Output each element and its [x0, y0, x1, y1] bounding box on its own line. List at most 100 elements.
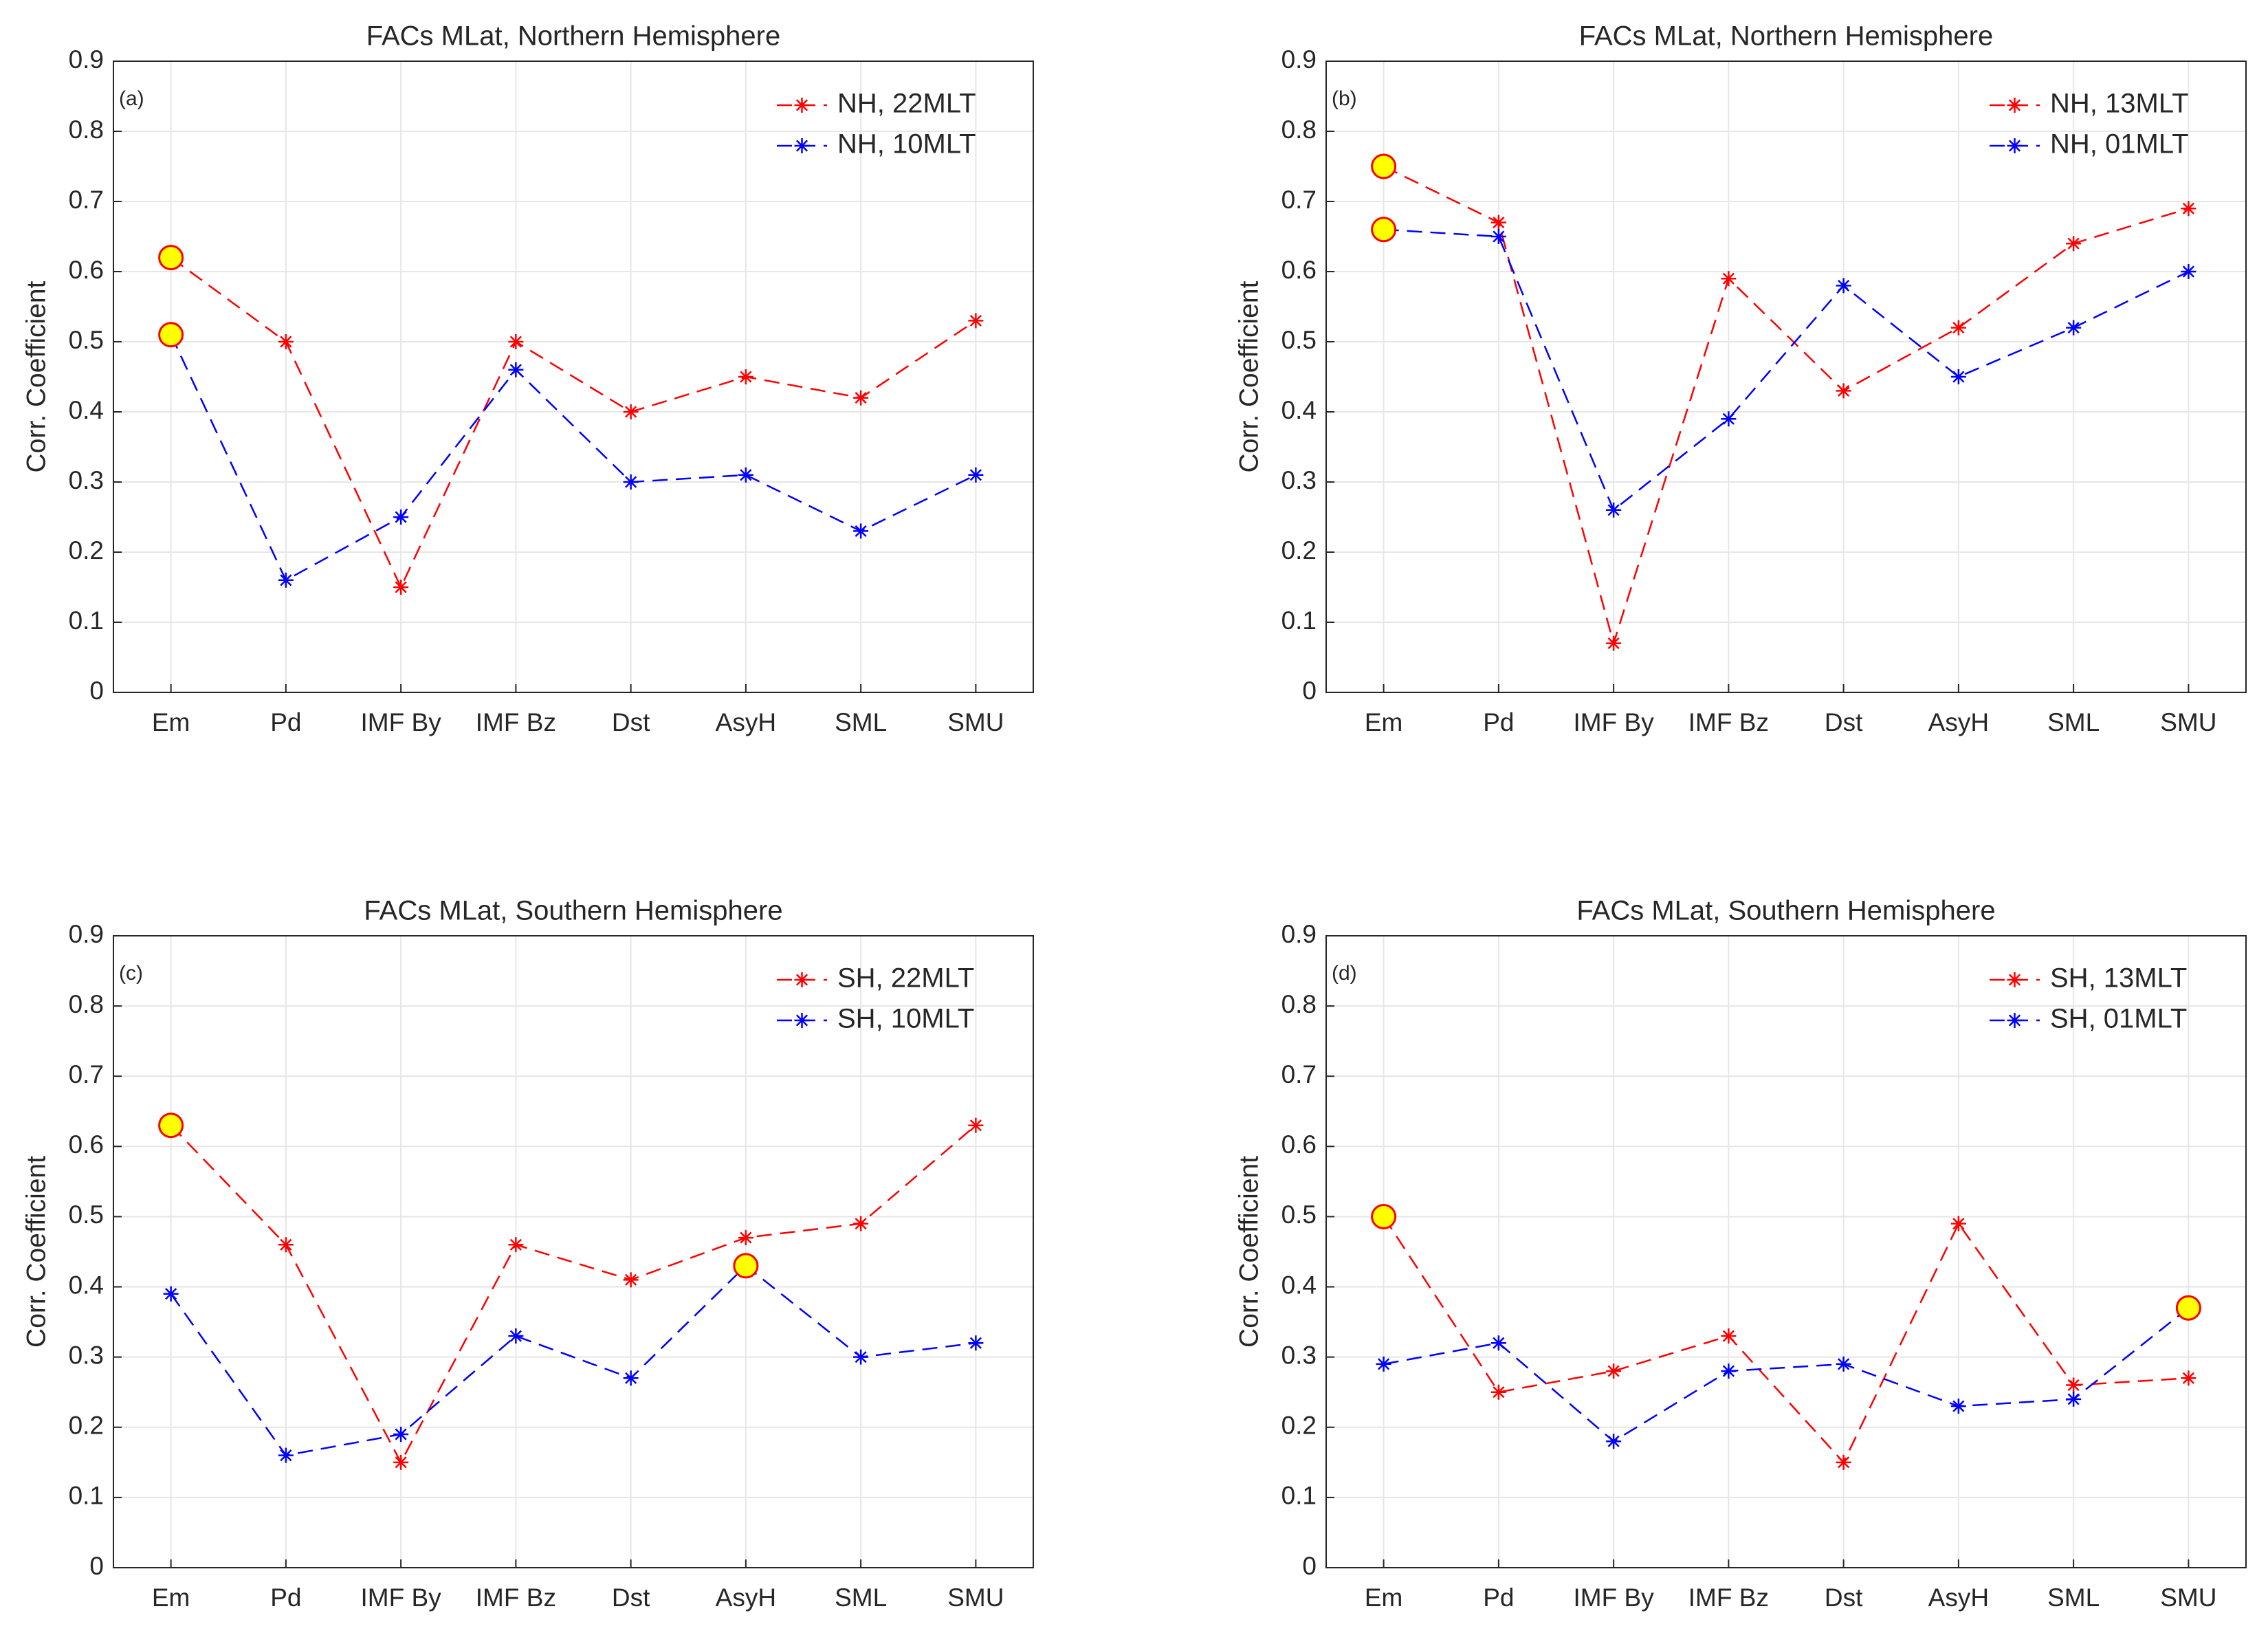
- data-point: [1721, 271, 1737, 287]
- y-tick-label: 0.2: [69, 536, 104, 565]
- x-tick-label: IMF By: [361, 1583, 442, 1612]
- data-point: [1376, 1356, 1391, 1372]
- data-point: [393, 1454, 409, 1470]
- x-tick-label: SMU: [947, 708, 1004, 736]
- y-tick-label: 0.6: [1281, 256, 1317, 284]
- x-tick-label: AsyH: [716, 708, 776, 736]
- x-tick-label: Em: [1365, 1583, 1403, 1612]
- data-point: [1606, 1363, 1622, 1379]
- chart-panel: 0 0.1 0.2 0.3 0.4 0.5 0.6 0.7 0.8 0.9 Em Pd IMF By IM…: [1234, 21, 2247, 736]
- legend-marker: [2007, 1013, 2023, 1028]
- data-point: [1836, 1356, 1851, 1372]
- y-tick-label: 0.9: [69, 45, 104, 74]
- data-point: [1950, 369, 1966, 384]
- data-point: [1950, 1399, 1966, 1414]
- x-tick-label: Em: [152, 1583, 190, 1612]
- data-point: [1836, 1454, 1851, 1470]
- legend-label: SH, 13MLT: [2050, 963, 2187, 994]
- data-point: [2066, 1377, 2082, 1393]
- x-tick-label: SMU: [2160, 708, 2216, 736]
- y-tick-label: 0.9: [69, 920, 104, 948]
- y-tick-label: 0: [89, 677, 104, 705]
- y-tick-label: 0.7: [1281, 1060, 1317, 1088]
- chart-panel: 0 0.1 0.2 0.3 0.4 0.5 0.6 0.7 0.8 0.9 Em Pd IMF By IM…: [1234, 896, 2247, 1612]
- legend-label: SH, 01MLT: [2050, 1004, 2187, 1034]
- data-point: [163, 1286, 179, 1302]
- legend-label: NH, 13MLT: [2050, 89, 2189, 119]
- legend-marker: [2007, 138, 2023, 153]
- plot-area: [1326, 61, 2246, 692]
- data-point: [1606, 635, 1622, 651]
- data-point: [1490, 215, 1506, 230]
- y-axis-label: Corr. Coefficient: [21, 281, 51, 472]
- series-line: [1383, 165, 2189, 647]
- panel-label: (b): [1332, 87, 1357, 110]
- data-point: [2066, 1391, 2082, 1407]
- chart-title: FACs MLat, Southern Hemisphere: [1576, 896, 1995, 926]
- chart-title: FACs MLat, Northern Hemisphere: [1579, 21, 1993, 52]
- data-point: [623, 1272, 639, 1288]
- x-tick-label: Pd: [270, 708, 301, 736]
- x-tick-label: Dst: [612, 708, 650, 736]
- x-tick-label: IMF Bz: [1688, 1583, 1769, 1612]
- legend-label: NH, 10MLT: [837, 129, 976, 160]
- highlight-point: [1371, 1203, 1397, 1229]
- data-point: [1490, 1335, 1506, 1351]
- legend-marker: [794, 138, 810, 153]
- x-tick-label: Dst: [1825, 708, 1863, 736]
- x-tick-label: Dst: [1825, 1583, 1863, 1612]
- y-tick-label: 0.5: [69, 326, 104, 354]
- y-tick-label: 0.3: [69, 1341, 104, 1369]
- y-tick-label: 0.4: [1281, 396, 1317, 424]
- plot-area: [113, 936, 1033, 1568]
- x-tick-label: SML: [2047, 1583, 2100, 1612]
- data-point: [2066, 320, 2082, 336]
- x-tick-label: IMF By: [361, 708, 442, 736]
- data-point: [623, 404, 639, 419]
- chart-panel: 0 0.1 0.2 0.3 0.4 0.5 0.6 0.7 0.8 0.9 Em Pd IMF By IM…: [21, 21, 1034, 736]
- y-tick-label: 0: [1302, 677, 1317, 705]
- legend-label: SH, 10MLT: [837, 1004, 974, 1034]
- x-tick-label: IMF Bz: [1688, 708, 1769, 736]
- y-tick-label: 0.7: [69, 1060, 104, 1088]
- y-tick-label: 0.8: [1281, 990, 1317, 1018]
- legend-label: NH, 22MLT: [837, 89, 976, 119]
- x-tick-label: SML: [835, 708, 887, 736]
- y-tick-label: 0.7: [69, 186, 104, 214]
- plot-area: [1326, 936, 2246, 1568]
- data-point: [2181, 1370, 2197, 1386]
- y-tick-label: 0.5: [1281, 326, 1317, 354]
- y-tick-label: 0.8: [69, 990, 104, 1018]
- highlight-point: [158, 245, 184, 271]
- data-point: [1490, 229, 1506, 244]
- x-tick-label: SMU: [947, 1583, 1004, 1612]
- data-point: [968, 467, 984, 483]
- axes-box: [113, 61, 1034, 693]
- data-point: [1721, 1363, 1737, 1379]
- highlight-point: [158, 1113, 184, 1139]
- data-point: [1950, 320, 1966, 336]
- x-tick-label: Em: [1365, 708, 1403, 736]
- axes-box: [1325, 935, 2247, 1568]
- y-tick-label: 0.7: [1281, 186, 1317, 214]
- data-point: [2066, 236, 2082, 252]
- data-point: [1836, 278, 1851, 294]
- y-axis-label: Corr. Coefficient: [1234, 1156, 1264, 1348]
- legend-marker: [2007, 972, 2023, 987]
- x-tick-label: AsyH: [1928, 708, 1989, 736]
- data-point: [738, 369, 753, 384]
- data-point: [508, 1328, 524, 1344]
- legend-marker: [794, 972, 810, 987]
- highlight-point: [1371, 217, 1397, 243]
- x-tick-label: IMF Bz: [476, 1583, 556, 1612]
- x-tick-label: Dst: [612, 1583, 650, 1612]
- y-tick-label: 0.8: [1281, 116, 1317, 144]
- panel-label: (a): [119, 87, 144, 110]
- y-tick-label: 0.6: [1281, 1130, 1317, 1159]
- data-point: [278, 334, 294, 349]
- data-point: [853, 1349, 869, 1365]
- x-tick-label: AsyH: [1928, 1583, 1989, 1612]
- data-point: [968, 313, 984, 329]
- y-axis-label: Corr. Coefficient: [21, 1156, 51, 1348]
